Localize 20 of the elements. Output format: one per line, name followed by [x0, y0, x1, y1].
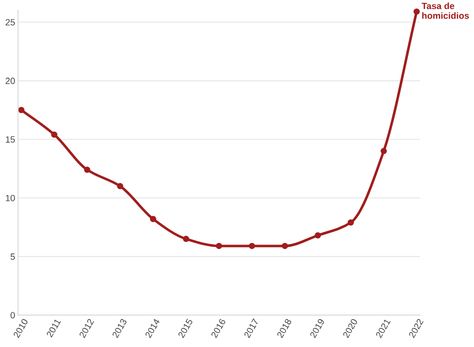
point: [150, 216, 156, 222]
point: [380, 148, 387, 154]
point: [282, 242, 288, 250]
series-label: Tasa de homicidios: [422, 2, 469, 19]
y-tick-label: 5: [10, 254, 15, 260]
point: [248, 242, 256, 250]
point: [414, 8, 420, 15]
point: [51, 131, 58, 138]
y-tick-label: 25: [6, 19, 15, 26]
y-tick-label: 20: [6, 78, 15, 84]
point: [84, 166, 90, 173]
y-tick-label: 15: [6, 136, 15, 143]
point: [314, 232, 321, 239]
point: [348, 219, 354, 226]
y-tick-label: 10: [6, 194, 15, 202]
y-tick-label: 0: [10, 312, 15, 318]
point: [216, 242, 222, 250]
point: [117, 183, 124, 190]
point: [182, 236, 190, 242]
point: [18, 106, 24, 114]
